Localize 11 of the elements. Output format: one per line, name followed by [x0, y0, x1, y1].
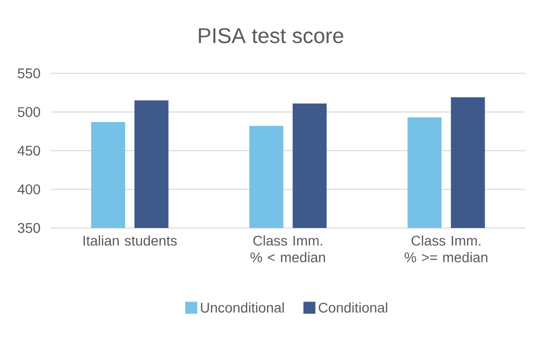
x-tick-label: Italian students	[84, 235, 177, 246]
x-tick-label: Class Imm. % >= median	[404, 235, 488, 262]
chart-title: PISA test score	[198, 28, 344, 44]
y-tick-label: 350	[18, 223, 40, 233]
legend-label: Conditional	[318, 302, 388, 313]
x-tick-label: Class Imm. % < median	[250, 235, 326, 262]
y-tick-label: 500	[18, 107, 40, 117]
y-tick-label: 450	[18, 146, 40, 156]
y-tick-label: 400	[18, 184, 40, 194]
legend-label: Unconditional	[200, 302, 284, 313]
y-tick-label: 550	[18, 68, 40, 78]
